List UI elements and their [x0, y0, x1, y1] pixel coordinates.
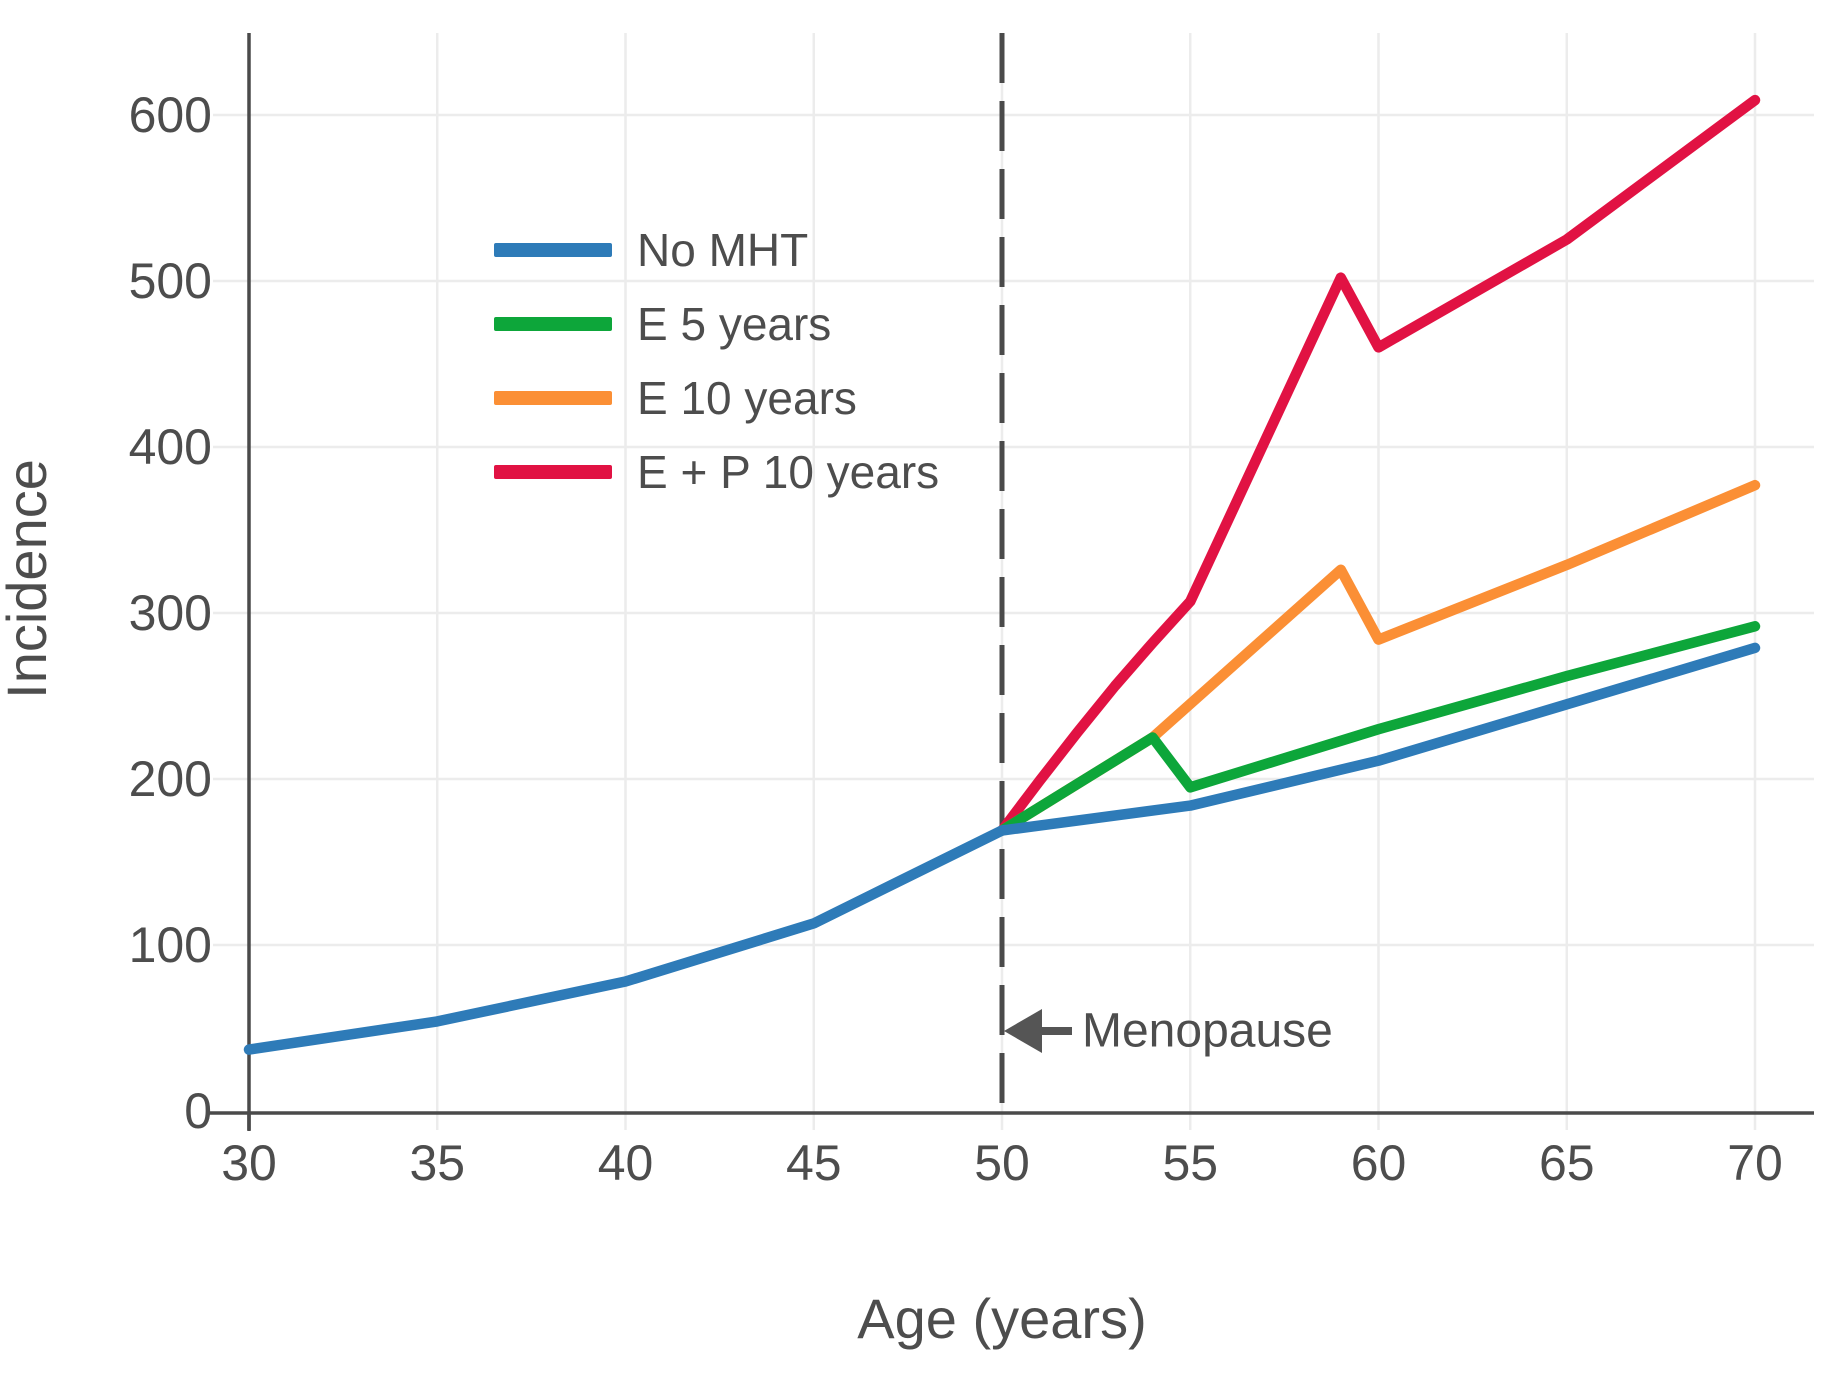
legend-swatch [494, 243, 612, 257]
legend-item-no-mht: No MHT [494, 224, 808, 276]
y-tick-label-500: 500 [129, 253, 212, 309]
legend-item-e-5-years: E 5 years [494, 298, 831, 350]
x-tick-label-50: 50 [974, 1135, 1030, 1191]
x-tick-label-45: 45 [786, 1135, 842, 1191]
y-tick-label-200: 200 [129, 751, 212, 807]
series-line-e-p-10-years [996, 94, 1761, 836]
gridlines [213, 33, 1814, 1130]
y-axis-title: Incidence [0, 459, 58, 699]
legend-label: No MHT [637, 224, 808, 276]
legend-swatch [494, 317, 612, 331]
legend-item-e-p-10-years: E + P 10 years [494, 446, 939, 498]
x-tick-label-30: 30 [221, 1135, 277, 1191]
y-tick-label-0: 0 [184, 1083, 212, 1139]
x-axis-tick-labels: 30 35 40 45 50 55 60 65 70 [221, 1135, 1783, 1191]
x-tick-label-70: 70 [1727, 1135, 1783, 1191]
y-tick-label-100: 100 [129, 917, 212, 973]
x-tick-label-55: 55 [1162, 1135, 1218, 1191]
y-tick-label-300: 300 [129, 585, 212, 641]
x-axis-title: Age (years) [857, 1287, 1146, 1350]
x-tick-label-40: 40 [598, 1135, 654, 1191]
x-tick-label-60: 60 [1351, 1135, 1407, 1191]
menopause-label: Menopause [1082, 1005, 1333, 1058]
x-tick-label-35: 35 [409, 1135, 465, 1191]
legend-swatch [494, 391, 612, 405]
menopause-annotation: Menopause [1004, 1005, 1333, 1058]
y-axis-tick-labels: 0 100 200 300 400 500 600 [129, 87, 212, 1139]
legend-swatch [494, 465, 612, 479]
legend: No MHT E 5 years E 10 years E + P 10 years [494, 224, 939, 498]
legend-label: E 5 years [637, 298, 831, 350]
legend-item-e-10-years: E 10 years [494, 372, 857, 424]
series-line-no-mht [243, 642, 1761, 1055]
y-tick-label-600: 600 [129, 87, 212, 143]
series-line-e-5-years [996, 621, 1761, 836]
legend-label: E + P 10 years [637, 446, 939, 498]
x-tick-label-65: 65 [1539, 1135, 1595, 1191]
y-tick-label-400: 400 [129, 419, 212, 475]
left-arrow-icon [1004, 1009, 1042, 1053]
data-series [243, 94, 1761, 1055]
legend-label: E 10 years [637, 372, 857, 424]
